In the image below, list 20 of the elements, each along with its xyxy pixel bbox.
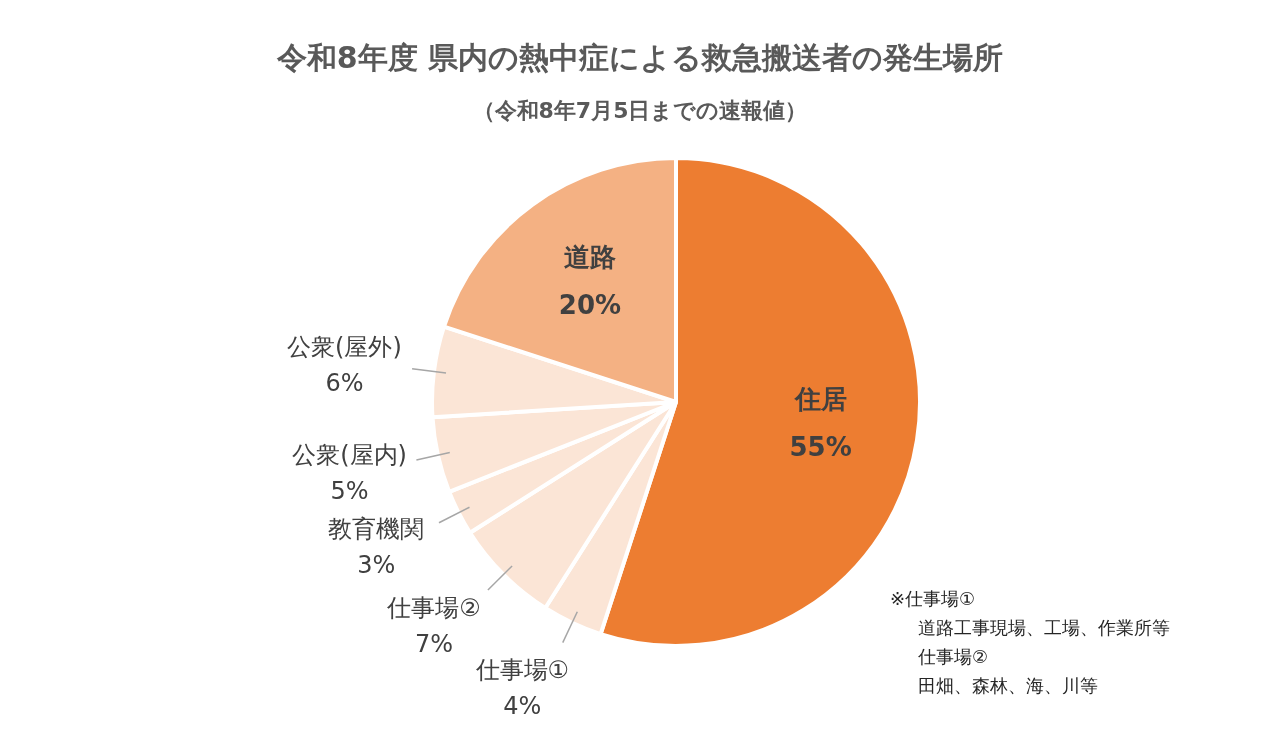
data-label: 7% — [414, 630, 454, 659]
chart-subtitle: （令和8年7月5日までの速報値） — [471, 97, 809, 125]
text: 道路工事現場、工場、作業所等 — [917, 616, 1170, 640]
data-label: 55% — [789, 431, 852, 462]
data-label: 6% — [325, 368, 364, 397]
slice-label: 道路 — [563, 242, 616, 273]
slice-label: 仕事場② — [386, 594, 481, 623]
text: 仕事場② — [917, 645, 990, 669]
data-label: 3% — [357, 550, 396, 579]
slice-label: 公衆(屋外) — [287, 332, 402, 361]
data-label: 20% — [558, 290, 622, 321]
slice-label: 教育機関 — [328, 514, 425, 543]
chart-title: 令和8年度 県内の熱中症による救急搬送者の発生場所 — [275, 39, 1005, 77]
text: 田畑、森林、海、川等 — [917, 674, 1099, 698]
data-label: 4% — [503, 692, 542, 721]
slice-label: 仕事場① — [474, 656, 570, 685]
data-label: 5% — [330, 476, 369, 505]
slice-label: 公衆(屋内) — [292, 440, 407, 469]
slice-label: 住居 — [793, 383, 847, 414]
text: ※仕事場① — [890, 587, 977, 611]
